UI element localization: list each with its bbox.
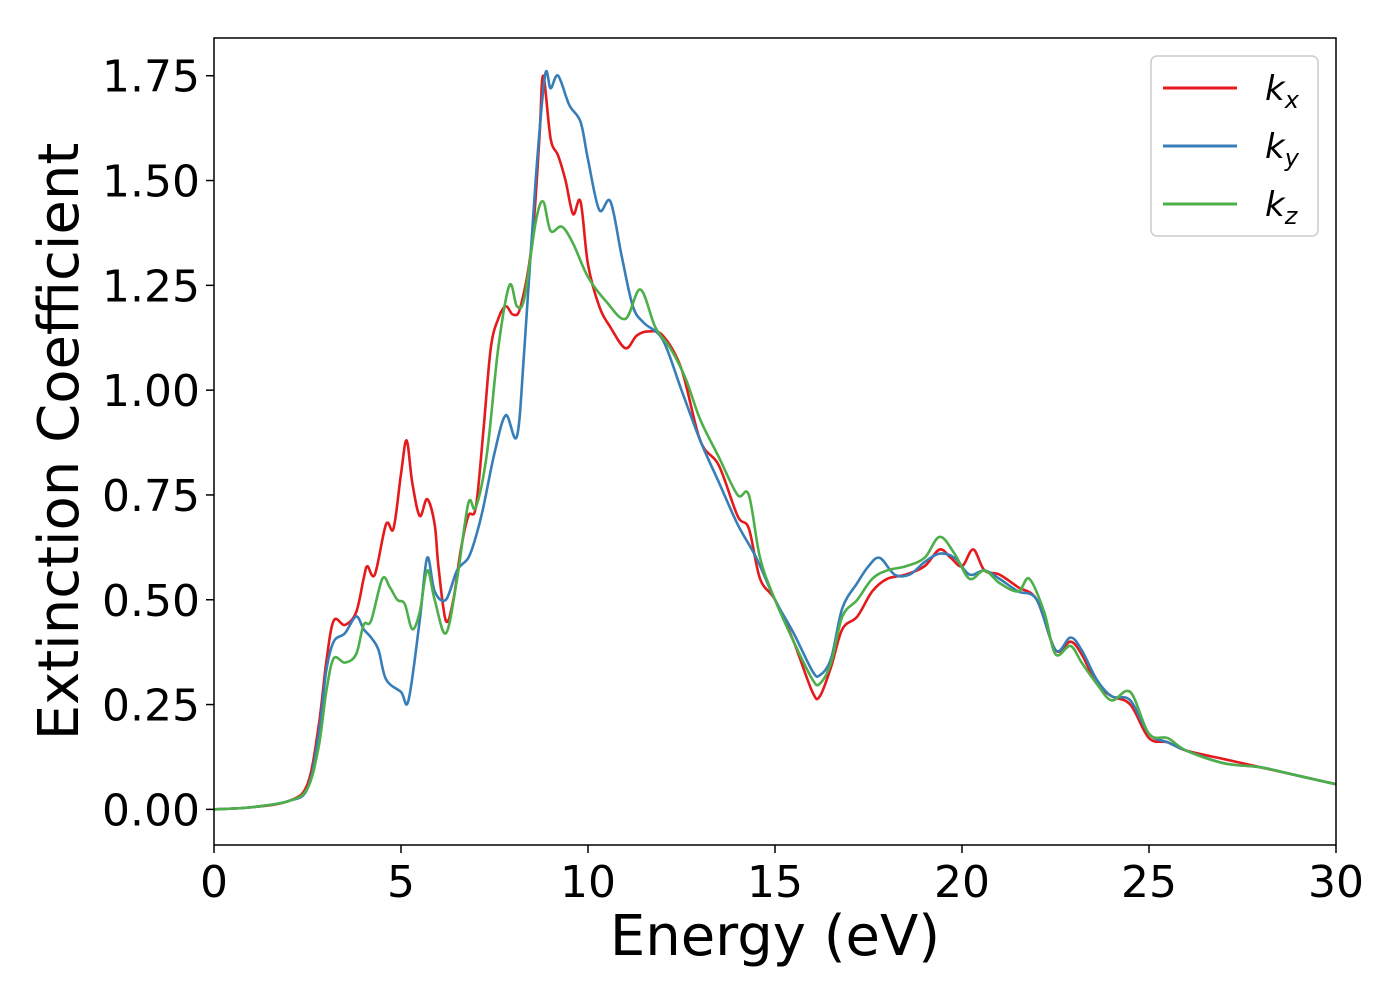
x-tick-label: 25 [1121, 857, 1177, 908]
y-tick-label: 0.25 [102, 681, 200, 732]
series-line-x [214, 74, 1336, 811]
y-tick-label: 1.25 [102, 261, 200, 312]
y-axis-title: Extinction Coefficient [27, 143, 92, 741]
x-tick-label: 10 [560, 857, 616, 908]
y-axis: 0.00 0.25 0.50 0.75 1.00 1.25 1.50 1.75 [102, 52, 214, 836]
series-line-z [214, 200, 1336, 811]
y-tick-label: 1.00 [102, 366, 200, 417]
x-tick-label: 20 [934, 857, 990, 908]
y-tick-label: 0.00 [102, 785, 200, 836]
y-tick-label: 0.75 [102, 471, 200, 522]
x-tick-label: 0 [200, 857, 228, 908]
x-tick-label: 15 [747, 857, 803, 908]
legend-label-y: ky [1265, 127, 1300, 172]
x-tick-label: 30 [1308, 857, 1364, 908]
legend-label-z: kz [1265, 185, 1299, 230]
x-tick-label: 5 [387, 857, 415, 908]
y-tick-label: 1.75 [102, 52, 200, 103]
legend-label-x: kx [1265, 69, 1300, 114]
y-tick-label: 1.50 [102, 157, 200, 208]
legend: kx ky kz [1150, 55, 1319, 237]
plot-series-group [214, 69, 1336, 811]
series-line-y [214, 69, 1336, 811]
x-axis: 0 5 10 15 20 25 30 [200, 845, 1364, 908]
x-axis-title: Energy (eV) [610, 904, 940, 969]
y-tick-label: 0.50 [102, 576, 200, 627]
